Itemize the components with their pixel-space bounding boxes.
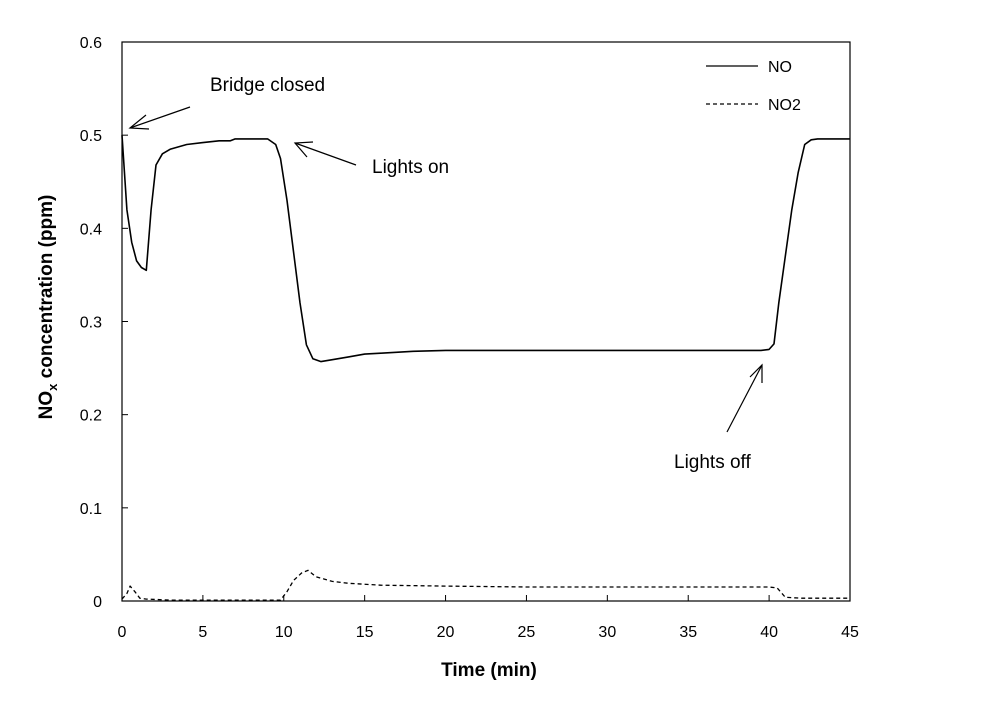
y-axis-title: NOx concentration (ppm) [36,195,60,420]
x-tick-label: 0 [118,624,127,641]
y-axis-title-subscript: x [45,383,60,391]
y-tick-label: 0.4 [80,221,102,238]
x-tick-label: 35 [679,624,697,641]
annotation-lights-off: Lights off [674,452,751,473]
y-tick-label: 0 [93,594,102,611]
annotation-lights-off-arrow [726,364,763,433]
legend-label-no: NO [768,59,792,76]
annotation-lights-on-arrow [294,142,357,166]
legend: NO NO2 [706,59,801,114]
legend-label-no2: NO2 [768,97,801,114]
y-tick-label: 0.2 [80,408,102,425]
x-tick-label: 40 [760,624,778,641]
x-tick-label: 20 [437,624,455,641]
annotation-bridge-closed: Bridge closed [210,75,325,96]
y-tick-label: 0.6 [80,35,102,52]
axes-layer: 0 5 10 15 20 25 30 35 40 45 0 0.1 0.2 0.3 0.4 0.5 0.6 [80,35,859,641]
annotation-lights-off-arrowhead [749,363,763,383]
x-tick-label: 45 [841,624,859,641]
annotation-bridge-closed-arrowhead [128,114,150,130]
x-tick-label: 10 [275,624,293,641]
annotation-bridge-closed-arrow [129,106,191,129]
x-tick-label: 25 [518,624,536,641]
series-line-no2 [121,569,850,601]
series-layer [121,135,850,601]
y-tick-label: 0.3 [80,315,102,332]
y-tick-label: 0.5 [80,128,102,145]
y-axis-title-main: NO [36,391,57,420]
y-axis-title-rest: concentration (ppm) [36,195,57,384]
annotation-lights-on: Lights on [372,157,449,178]
series-line-no [121,135,850,363]
x-axis-title: Time (min) [441,660,537,681]
x-tick-label: 5 [198,624,207,641]
plot-area [121,41,851,602]
annotations: Bridge closed Lights on Lights off [128,75,763,473]
plot-frame [121,41,851,602]
annotation-lights-on-arrowhead [293,141,314,158]
y-tick-label: 0.1 [80,501,102,518]
x-tick-label: 30 [598,624,616,641]
x-tick-label: 15 [356,624,374,641]
